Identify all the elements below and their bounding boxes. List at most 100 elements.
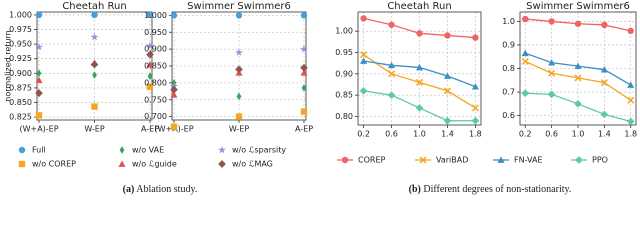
y-tick-label: 0.825 (9, 113, 32, 122)
point (472, 34, 479, 41)
x-tick-label: 1.8 (469, 130, 482, 139)
y-tick-label: 0.875 (9, 83, 32, 92)
point (548, 59, 556, 66)
caption-a: (a) Ablation study. (123, 184, 198, 195)
y-tick-label: 0.925 (9, 54, 32, 63)
point (300, 108, 308, 115)
y-tick-label: 1.0 (502, 17, 515, 26)
y-tick-label: 1.000 (144, 11, 167, 20)
point (170, 123, 178, 130)
caption-b: (b) Different degrees of non-stationarit… (409, 184, 572, 195)
point (471, 83, 479, 90)
point (443, 87, 451, 95)
point (521, 49, 529, 57)
point (627, 27, 634, 35)
point (627, 81, 635, 88)
x-tick-label: A-EP (295, 125, 313, 134)
point (415, 104, 424, 112)
point (235, 113, 243, 120)
legend-marker (218, 160, 226, 168)
point (627, 96, 635, 104)
caption-label: (b) (409, 184, 421, 195)
legend-label: w/o COREP (32, 160, 76, 169)
point (387, 91, 396, 99)
x-tick-label: 1.8 (624, 130, 637, 139)
x-tick-label: (W+A)-EP (19, 125, 58, 134)
point (35, 112, 43, 119)
point (35, 76, 43, 84)
x-tick-label: 0.6 (545, 130, 558, 139)
point (236, 92, 242, 101)
y-tick-label: 0.9 (502, 40, 515, 49)
point (548, 69, 556, 77)
legend-marker (419, 156, 427, 164)
point (522, 15, 529, 23)
chart-title: Swimmer Swimmer6 (187, 1, 291, 12)
point (146, 61, 154, 68)
point (301, 84, 307, 92)
point (36, 69, 42, 78)
legend-label: FN-VAE (514, 156, 543, 165)
y-tick-label: 0.700 (144, 112, 167, 121)
x-tick-label: 0.2 (519, 130, 532, 139)
point (626, 117, 635, 126)
point (92, 71, 97, 79)
legend-marker (218, 145, 226, 154)
point (360, 15, 367, 22)
point (300, 12, 308, 19)
legend-label: COREP (358, 156, 385, 165)
point (600, 79, 608, 87)
y-tick-label: 0.950 (144, 28, 167, 37)
x-tick-label: 0.2 (357, 130, 370, 139)
point (574, 99, 582, 108)
point (574, 62, 582, 70)
x-tick-label: 1.4 (598, 130, 611, 139)
point (574, 74, 582, 82)
legend-marker (18, 160, 26, 168)
legend-label: Full (32, 146, 46, 155)
y-tick-label: 0.950 (9, 40, 32, 49)
y-tick-label: 0.975 (9, 25, 32, 34)
point (170, 12, 178, 19)
caption-text: Ablation study. (136, 184, 197, 195)
point (35, 11, 43, 19)
y-tick-label: 1.00 (335, 27, 353, 36)
legend-marker (575, 156, 583, 164)
y-tick-label: 0.750 (144, 95, 167, 104)
y-tick-label: 0.8 (502, 64, 515, 73)
y-tick-label: 0.6 (502, 111, 515, 120)
point (359, 87, 368, 95)
y-tick-label: 0.95 (335, 48, 353, 57)
point (300, 63, 308, 72)
point (443, 116, 452, 125)
point (90, 60, 99, 69)
point (388, 61, 396, 69)
legend-label: w/o ℒguide (132, 160, 177, 169)
plot-frame (357, 11, 482, 126)
point (360, 57, 368, 64)
point (547, 90, 556, 99)
point (548, 18, 555, 25)
chart-title: Cheetah Run (62, 1, 126, 12)
point (91, 11, 98, 19)
legend-label: VariBAD (436, 156, 468, 165)
legend-label: PPO (592, 156, 608, 165)
point (600, 66, 608, 73)
y-tick-label: 1.000 (9, 10, 32, 19)
legend-label: w/o ℒMAG (232, 160, 273, 169)
point (600, 110, 609, 119)
legend-label: w/o ℒsparsity (232, 146, 286, 155)
point (443, 72, 451, 79)
legend-label: w/o VAE (132, 146, 164, 155)
y-tick-label: 0.850 (9, 98, 32, 107)
point (170, 85, 178, 94)
point (235, 12, 243, 19)
point (521, 89, 530, 98)
point (146, 41, 154, 50)
y-tick-label: 0.850 (144, 62, 167, 71)
chart-title: Cheetah Run (387, 1, 451, 12)
legend-marker (497, 156, 505, 163)
x-tick-label: 1.0 (572, 130, 585, 139)
x-tick-label: A-EP (141, 125, 159, 134)
point (90, 32, 99, 41)
